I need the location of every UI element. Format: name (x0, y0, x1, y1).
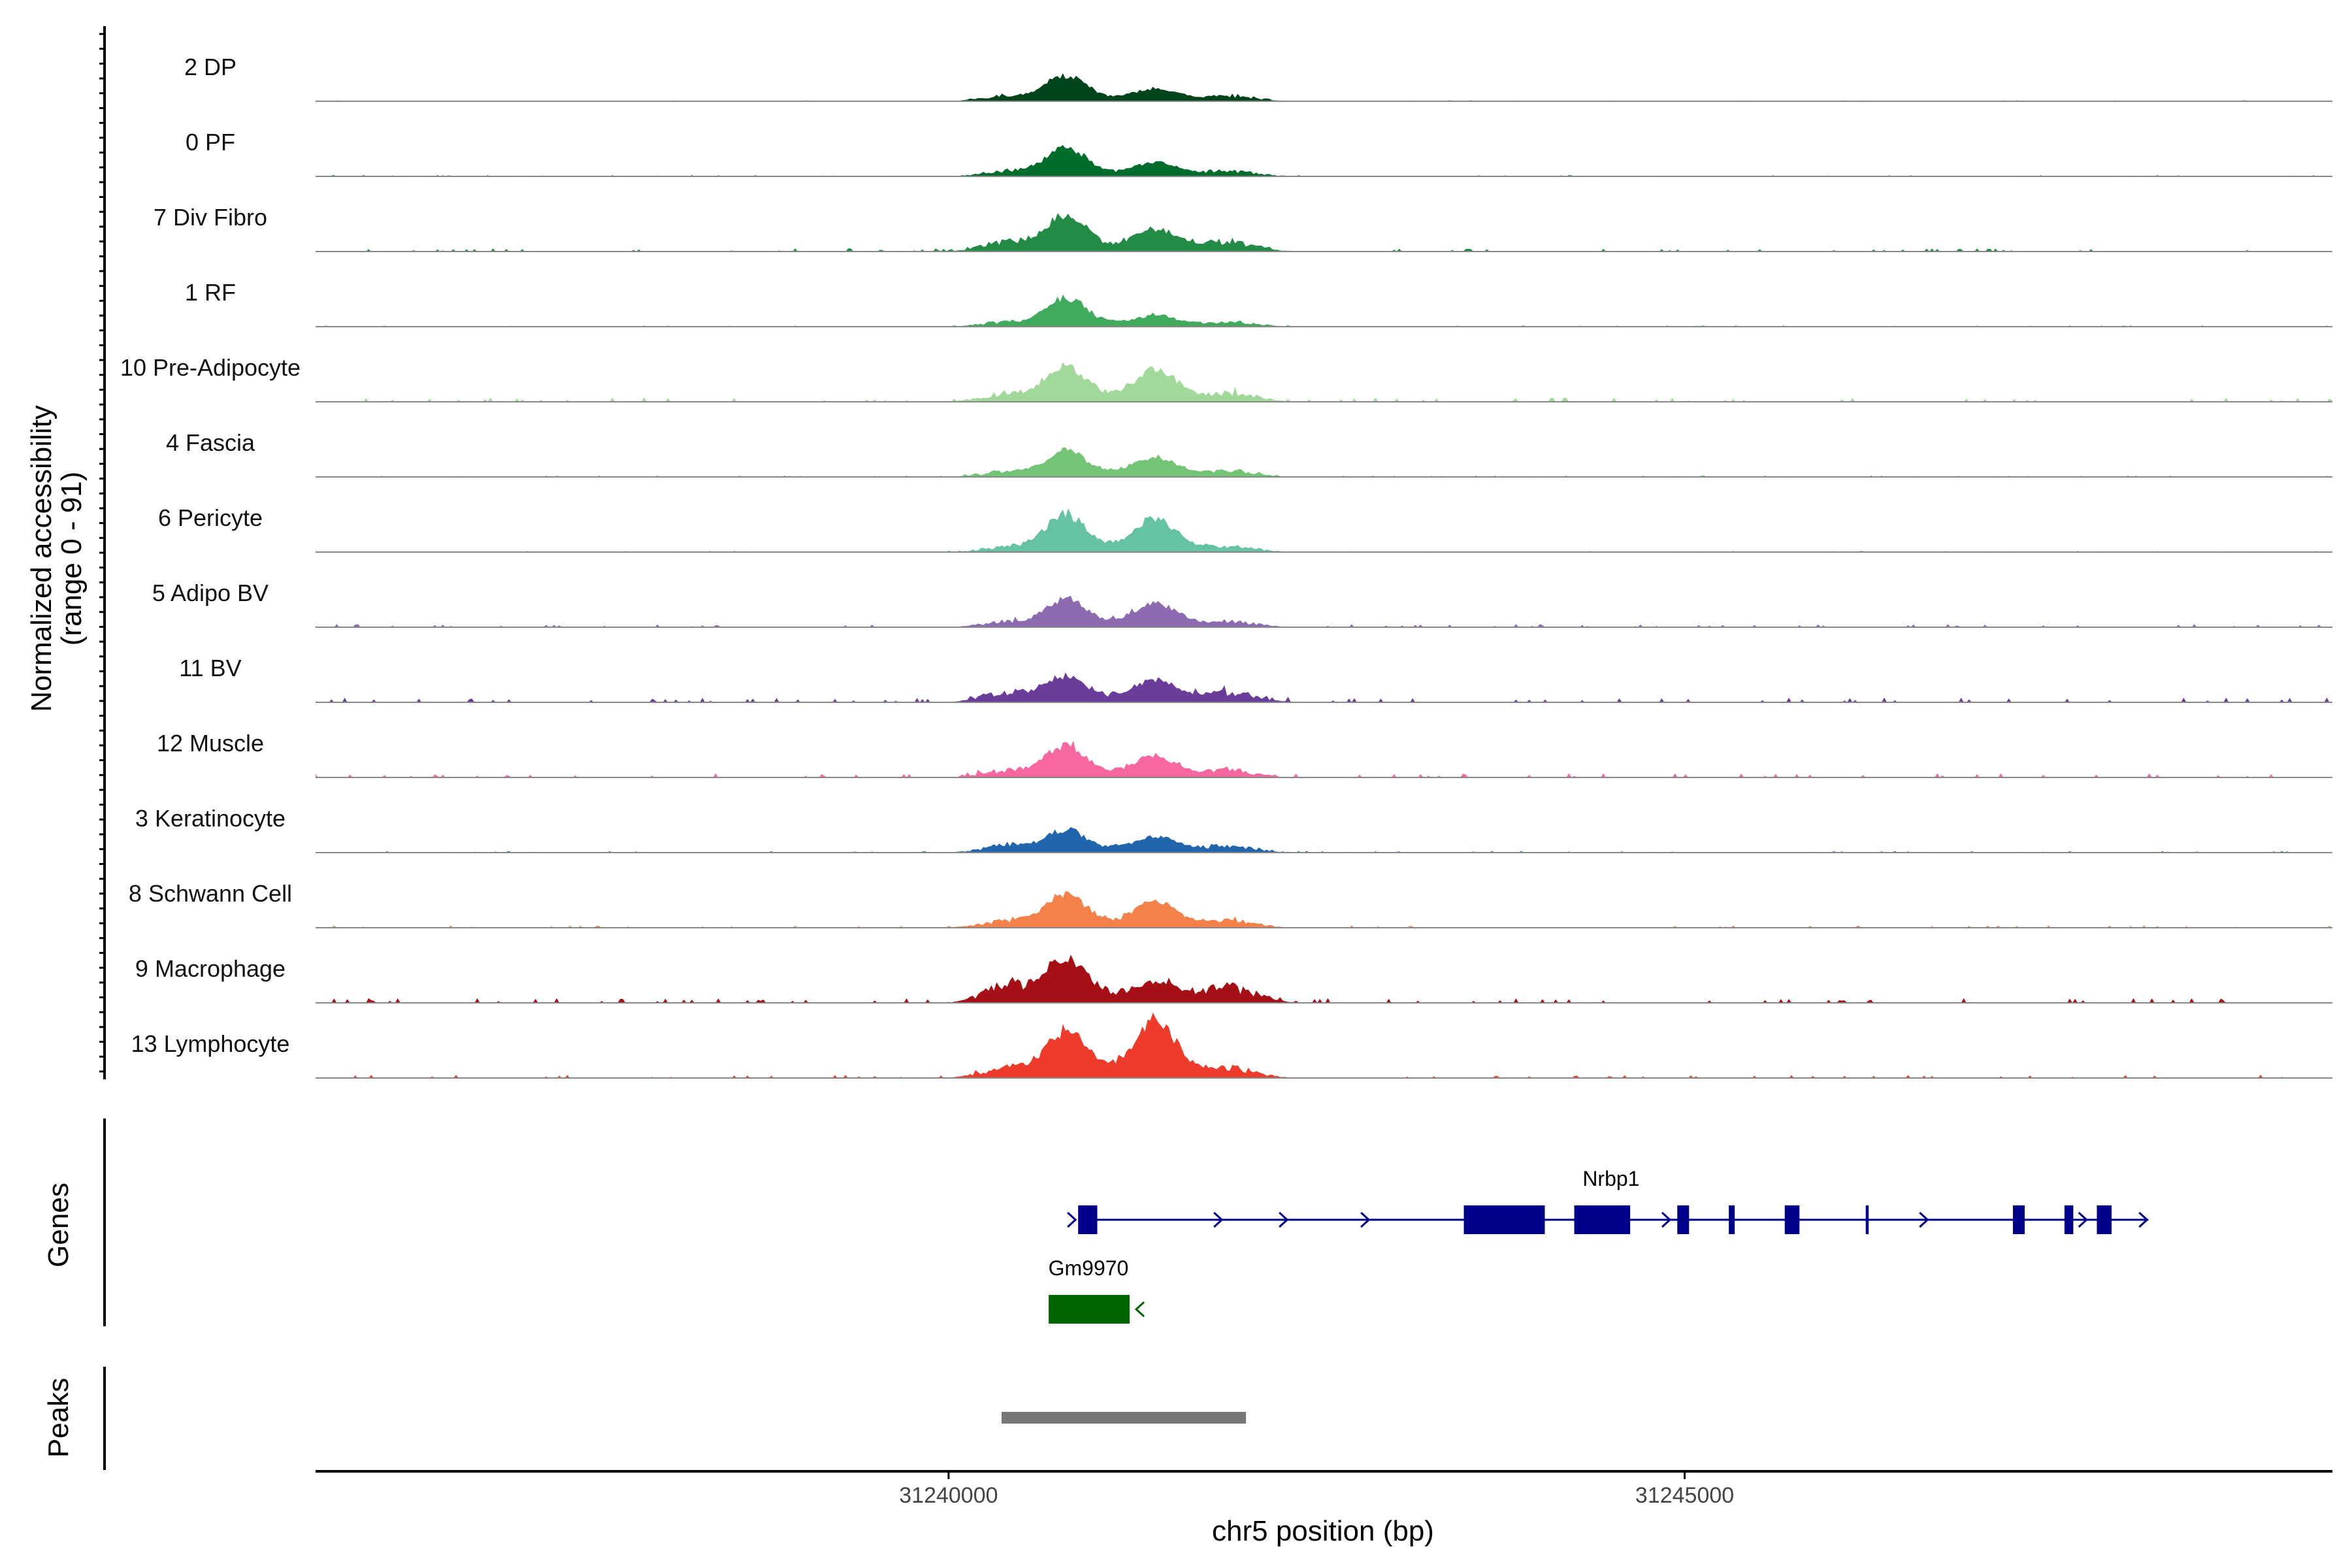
track-label: 0 PF (186, 129, 235, 155)
track-label: 1 RF (185, 279, 236, 306)
x-tick-label: 31245000 (1635, 1483, 1734, 1508)
coverage-track: 7 Div Fibro (154, 204, 2332, 252)
y-axis-title: Normalized accessibility (25, 405, 57, 711)
gene-strand-arrow (1213, 1211, 1224, 1228)
position-x-axis: 31240000 31245000 (316, 1470, 2332, 1508)
coverage-track: 8 Schwann Cell (129, 880, 2332, 928)
coverage-track: 2 DP (184, 54, 2332, 102)
track-label: 12 Muscle (157, 730, 264, 757)
coverage-track: 0 PF (186, 129, 2332, 177)
track-label: 10 Pre-Adipocyte (120, 354, 301, 381)
genes-track-title: Genes (42, 1183, 74, 1267)
track-label: 7 Div Fibro (154, 204, 267, 231)
coverage-tracks: 2 DP 0 PF 7 Div Fibro 1 RF 10 Pre-Adipocyte 4… (120, 54, 2332, 1079)
gene-exon (2013, 1205, 2025, 1234)
peaks-track (103, 1367, 1247, 1470)
coverage-area (316, 1012, 2332, 1078)
gene-exon (1729, 1205, 1735, 1234)
track-label: 9 Macrophage (135, 955, 286, 982)
coverage-track: 12 Muscle (157, 730, 2332, 778)
coverage-track: 5 Adipo BV (152, 580, 2332, 628)
gene-exon (1463, 1205, 1545, 1234)
coverage-track: 9 Macrophage (135, 955, 2332, 1004)
coverage-area (316, 955, 2332, 1003)
gene-exon (2097, 1205, 2112, 1234)
track-label: 11 BV (179, 655, 241, 681)
coverage-area (316, 447, 2332, 477)
coverage-area (316, 362, 2332, 402)
gene-exon (1865, 1205, 1869, 1234)
coverage-area (316, 145, 2332, 176)
gene-exon (1049, 1295, 1130, 1324)
track-label: 5 Adipo BV (152, 580, 269, 606)
gene-strand-arrow (1134, 1301, 1145, 1318)
track-label: 6 Pericyte (158, 504, 263, 531)
coverage-track: 10 Pre-Adipocyte (120, 354, 2332, 402)
genes-track: Nrbp1 Gm9970 (103, 1119, 2149, 1326)
coverage-area (316, 740, 2332, 777)
gene-strand-arrow (2078, 1211, 2088, 1228)
peaks-track-title: Peaks (42, 1378, 74, 1458)
gene-strand-arrow (1279, 1211, 1289, 1228)
gene-strand-arrow (1360, 1211, 1371, 1228)
accessibility-y-axis (99, 26, 106, 1079)
gene-exon (1677, 1205, 1690, 1234)
coverage-area (316, 672, 2332, 702)
track-label: 2 DP (184, 54, 237, 80)
gene-exon (1784, 1205, 1800, 1234)
track-label: 8 Schwann Cell (129, 880, 292, 907)
track-label: 3 Keratinocyte (135, 805, 286, 832)
coverage-track: 13 Lymphocyte (131, 1012, 2332, 1079)
coverage-track: 11 BV (179, 655, 2332, 703)
coverage-track: 6 Pericyte (158, 504, 2332, 553)
gene-strand-arrow (1919, 1211, 1929, 1228)
gene-strand-arrow (2138, 1211, 2149, 1228)
coverage-track: 3 Keratinocyte (135, 805, 2332, 853)
track-label: 13 Lymphocyte (131, 1030, 290, 1057)
coverage-track: 4 Fascia (166, 429, 2332, 478)
coverage-area (316, 294, 2332, 327)
gene-model: Gm9970 (1049, 1256, 1145, 1324)
gene-strand-arrow (1661, 1211, 1672, 1228)
gene-name-label: Gm9970 (1049, 1256, 1129, 1280)
gene-model: Nrbp1 (1067, 1167, 2149, 1234)
x-tick-label: 31240000 (899, 1483, 998, 1508)
gene-exon (1574, 1205, 1631, 1234)
track-label: 4 Fascia (166, 429, 255, 456)
coverage-area (316, 73, 2332, 101)
coverage-area (316, 826, 2332, 853)
y-axis-range-label: (range 0 - 91) (56, 472, 88, 646)
gene-strand-arrow (1067, 1211, 1077, 1228)
coverage-area (316, 891, 2332, 928)
coverage-track: 1 RF (185, 279, 2332, 327)
coverage-area (316, 595, 2332, 627)
gene-exon (2064, 1205, 2074, 1234)
gene-name-label: Nrbp1 (1582, 1167, 1639, 1190)
peak-region-bar (1002, 1412, 1247, 1424)
gene-exon (1078, 1205, 1098, 1234)
coverage-area (316, 508, 2332, 552)
coverage-area (316, 213, 2332, 252)
x-axis-title: chr5 position (bp) (1212, 1515, 1434, 1547)
